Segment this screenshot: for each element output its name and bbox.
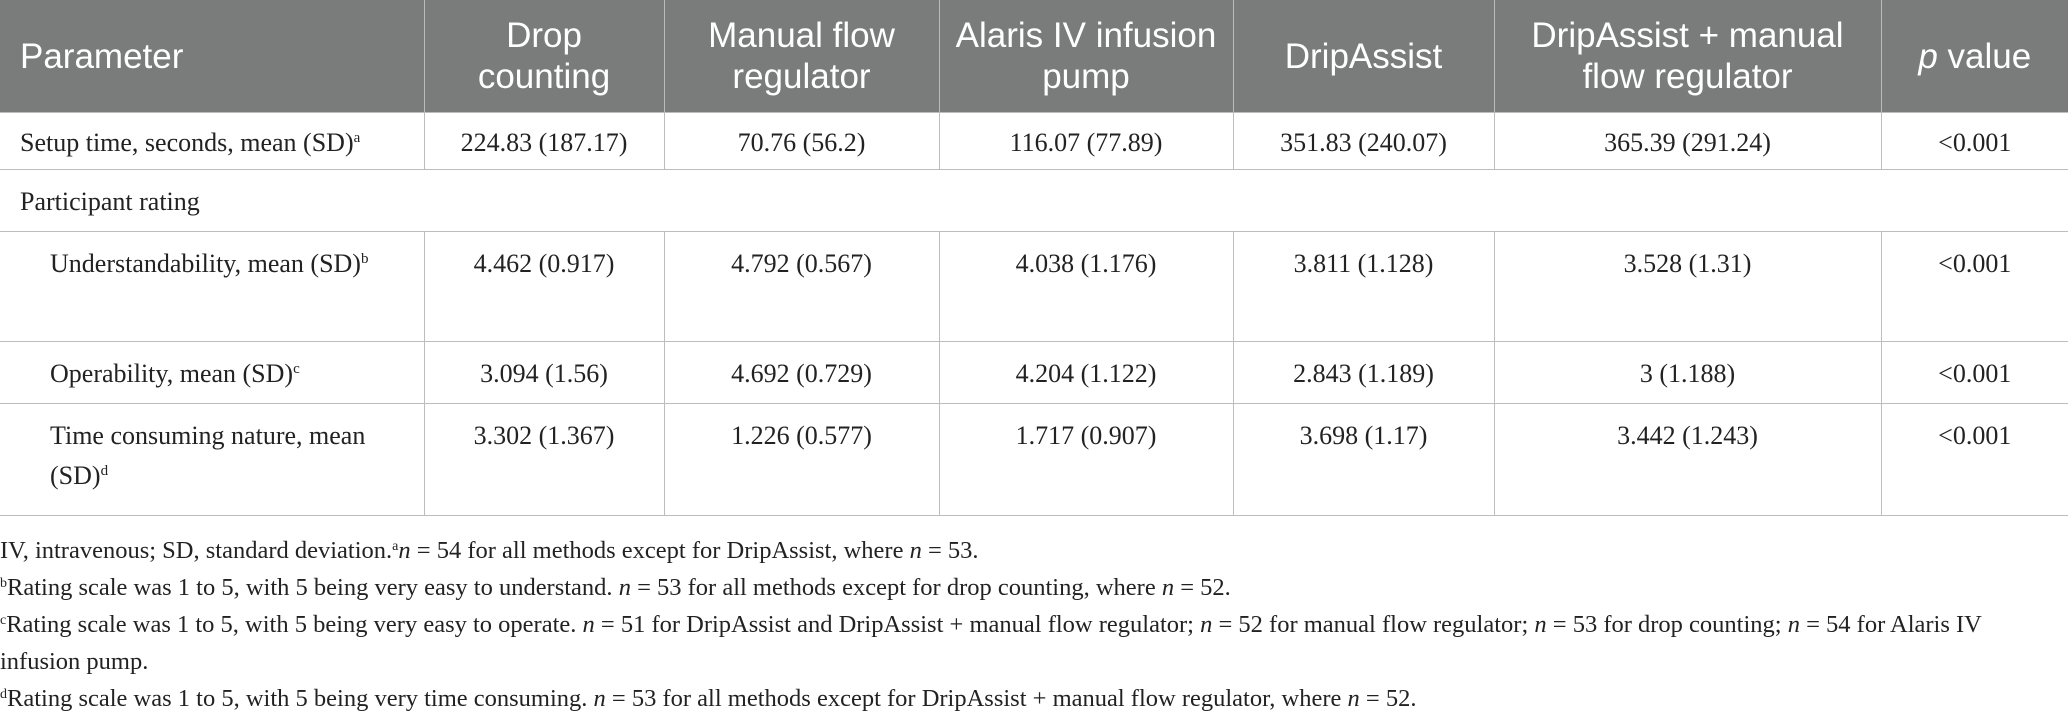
footnote-n: n — [593, 685, 606, 712]
header-manual-flow-regulator: Manual flow regulator — [663, 0, 939, 113]
footnote-mark-b: b — [0, 576, 7, 591]
cell-p-value: <0.001 — [1880, 403, 2068, 516]
cell-manual-flow-regulator: 1.226 (0.577) — [663, 403, 939, 516]
footnote-n: n — [1347, 685, 1360, 712]
row-label-understandability: Understandability, mean (SD)b — [0, 231, 424, 342]
footnote-text: Rating scale was 1 to 5, with 5 being ve… — [7, 574, 619, 601]
footnote-n: n — [582, 611, 595, 638]
header-parameter: Parameter — [0, 0, 424, 113]
row-label-text: Understandability, mean (SD) — [50, 249, 361, 278]
footnote-text: = 53 for all methods except for drop cou… — [630, 574, 1162, 601]
cell-dripassist: 3.698 (1.17) — [1232, 403, 1494, 516]
footnote-marker: c — [293, 361, 300, 377]
header-p-value: p value — [1880, 0, 2068, 113]
table-row-understandability: Understandability, mean (SD)b 4.462 (0.9… — [0, 231, 2068, 342]
row-label-setup-time: Setup time, seconds, mean (SD)a — [0, 112, 424, 170]
header-alaris-pump: Alaris IV infusion pump — [938, 0, 1233, 113]
table-row-setup-time: Setup time, seconds, mean (SD)a 224.83 (… — [0, 112, 2068, 170]
footnote-mark-c: c — [0, 613, 7, 628]
footnote-n: n — [1161, 574, 1175, 601]
cell-manual-flow-regulator: 4.792 (0.567) — [663, 231, 939, 342]
footnote-b: bRating scale was 1 to 5, with 5 being v… — [0, 569, 2040, 606]
cell-dripassist: 351.83 (240.07) — [1232, 112, 1494, 170]
table-row-participant-rating: Participant rating — [0, 169, 2068, 232]
footnote-n: n — [1200, 611, 1213, 638]
footnote-n: n — [398, 537, 411, 564]
header-p-rest: value — [1937, 36, 2032, 76]
cell-dripassist-manual: 365.39 (291.24) — [1493, 112, 1881, 170]
table-body: Setup time, seconds, mean (SD)a 224.83 (… — [0, 112, 2068, 516]
cell-drop-counting: 3.302 (1.367) — [423, 403, 664, 516]
footnote-text: = 53. — [921, 537, 979, 564]
cell-p-value: <0.001 — [1880, 112, 2068, 170]
footnote-text: = 53 for all methods except for DripAssi… — [605, 685, 1348, 712]
header-p-symbol: p — [1918, 36, 1938, 76]
header-dripassist-manual: DripAssist + manual flow regulator — [1493, 0, 1881, 113]
row-label-operability: Operability, mean (SD)c — [0, 341, 424, 404]
footnote-mark-d: d — [0, 687, 7, 702]
footnote-n: n — [1787, 611, 1800, 638]
footnote-n: n — [1534, 611, 1547, 638]
footnote-abbreviations-a: IV, intravenous; SD, standard deviation.… — [0, 532, 2040, 569]
cell-manual-flow-regulator: 70.76 (56.2) — [663, 112, 939, 170]
section-label-participant-rating: Participant rating — [0, 169, 2068, 232]
row-label-text: Setup time, seconds, mean (SD) — [20, 128, 354, 157]
footnote-text: = 52 for manual flow regulator; — [1212, 611, 1535, 638]
footnote-text: = 54 for Alaris IV infusion pump. — [0, 611, 1982, 675]
cell-dripassist-manual: 3 (1.188) — [1493, 341, 1881, 404]
table-row-operability: Operability, mean (SD)c 3.094 (1.56) 4.6… — [0, 341, 2068, 404]
footnote-n: n — [909, 537, 922, 564]
cell-alaris-pump: 4.038 (1.176) — [938, 231, 1233, 342]
cell-drop-counting: 4.462 (0.917) — [423, 231, 664, 342]
footnote-marker: d — [100, 463, 109, 479]
footnote-text: = 52. — [1359, 685, 1417, 712]
results-table: Parameter Drop counting Manual flow regu… — [0, 0, 2068, 516]
results-table-container: Parameter Drop counting Manual flow regu… — [0, 0, 2068, 516]
footnote-text: = 51 for DripAssist and DripAssist + man… — [594, 611, 1201, 638]
footnote-c: cRating scale was 1 to 5, with 5 being v… — [0, 606, 2040, 680]
cell-dripassist: 2.843 (1.189) — [1232, 341, 1494, 404]
footnote-text: Rating scale was 1 to 5, with 5 being ve… — [6, 611, 583, 638]
footnote-text: = 54 for all methods except for DripAssi… — [410, 537, 910, 564]
table-header: Parameter Drop counting Manual flow regu… — [0, 0, 2068, 113]
cell-dripassist-manual: 3.528 (1.31) — [1493, 231, 1881, 342]
header-row: Parameter Drop counting Manual flow regu… — [0, 0, 2068, 113]
cell-dripassist-manual: 3.442 (1.243) — [1493, 403, 1881, 516]
footnote-text: = 53 for drop counting; — [1546, 611, 1788, 638]
table-row-time-consuming: Time consuming nature, mean (SD)d 3.302 … — [0, 403, 2068, 516]
row-label-time-consuming: Time consuming nature, mean (SD)d — [0, 403, 424, 516]
cell-p-value: <0.001 — [1880, 231, 2068, 342]
footnote-mark-a: a — [392, 539, 399, 554]
footnote-marker: a — [353, 130, 361, 146]
cell-alaris-pump: 1.717 (0.907) — [938, 403, 1233, 516]
row-label-text: Time consuming nature, mean (SD) — [50, 421, 366, 490]
cell-alaris-pump: 4.204 (1.122) — [938, 341, 1233, 404]
footnote-text: Rating scale was 1 to 5, with 5 being ve… — [7, 685, 594, 712]
header-dripassist: DripAssist — [1232, 0, 1494, 113]
footnote-d: dRating scale was 1 to 5, with 5 being v… — [0, 680, 2040, 717]
cell-drop-counting: 3.094 (1.56) — [423, 341, 664, 404]
table-footnotes: IV, intravenous; SD, standard deviation.… — [0, 532, 2040, 717]
cell-p-value: <0.001 — [1880, 341, 2068, 404]
cell-alaris-pump: 116.07 (77.89) — [938, 112, 1233, 170]
cell-dripassist: 3.811 (1.128) — [1232, 231, 1494, 342]
footnote-abbreviations: IV, intravenous; SD, standard deviation. — [0, 537, 393, 564]
footnote-marker: b — [360, 251, 369, 267]
header-drop-counting: Drop counting — [423, 0, 664, 113]
footnote-n: n — [618, 574, 631, 601]
footnote-text: = 52. — [1174, 574, 1231, 601]
cell-drop-counting: 224.83 (187.17) — [423, 112, 664, 170]
row-label-text: Operability, mean (SD) — [50, 359, 294, 388]
cell-manual-flow-regulator: 4.692 (0.729) — [663, 341, 939, 404]
